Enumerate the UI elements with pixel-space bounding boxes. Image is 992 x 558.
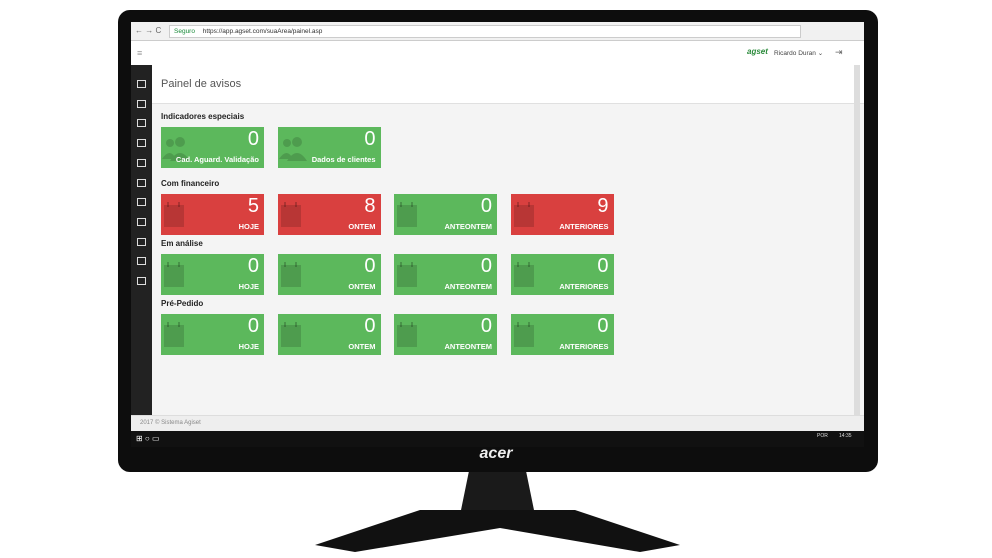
tile-count: 0	[364, 315, 376, 337]
user-menu[interactable]: Ricardo Duran ⌄	[774, 50, 824, 57]
sidebar-icon[interactable]	[137, 257, 146, 266]
tile[interactable]: 0 ONTEM	[277, 314, 381, 355]
tile[interactable]: 8 ONTEM	[277, 194, 381, 235]
tile[interactable]: 0 HOJE	[161, 314, 264, 355]
language: POR	[817, 433, 828, 439]
scrollbar[interactable]	[854, 65, 860, 415]
title-bar: Painel de avisos	[152, 65, 864, 104]
tile-label: ANTEONTEM	[444, 222, 493, 231]
tile-label: ONTEM	[348, 342, 376, 351]
brand-logo: agset	[747, 47, 768, 56]
sidebar-icon[interactable]	[137, 277, 146, 285]
tile-count: 8	[364, 195, 376, 217]
tile-icon	[280, 262, 301, 287]
tile[interactable]: 0 ANTEONTEM	[394, 314, 497, 355]
page-title: Painel de avisos	[161, 78, 242, 90]
tile[interactable]: 5 HOJE	[161, 194, 264, 235]
tile-label: ANTEONTEM	[444, 342, 493, 351]
nav-buttons[interactable]: ← → C	[135, 26, 162, 35]
tile[interactable]: 0 ANTEONTEM	[394, 194, 497, 235]
tile-count: 0	[247, 128, 259, 150]
tile-count: 5	[247, 195, 259, 217]
tile-label: ANTERIORES	[559, 282, 609, 291]
tile-count: 0	[597, 315, 609, 337]
tile[interactable]: 0 ANTEONTEM	[394, 254, 497, 295]
tile-count: 0	[247, 315, 259, 337]
tile-count: 0	[247, 255, 259, 277]
footer-text: 2017 © Sistema Agiset	[140, 420, 201, 426]
tile-icon	[397, 262, 417, 287]
tile-icon	[513, 322, 534, 347]
tile-label: HOJE	[238, 342, 259, 351]
url: https://app.agset.com/suaArea/painel.asp	[202, 28, 323, 35]
footer-bar: 2017 © Sistema Agiset	[131, 415, 864, 432]
browser-bar: ← → C Seguro https://app.agset.com/suaAr…	[131, 22, 864, 41]
tile-icon	[397, 322, 417, 347]
clock: 14:35	[839, 433, 852, 439]
tile-count: 9	[597, 195, 609, 217]
tile-count: 0	[480, 255, 492, 277]
tile[interactable]: 0 ANTERIORES	[510, 314, 614, 355]
security: Seguro	[174, 28, 195, 35]
sidebar-icon[interactable]	[137, 158, 146, 167]
tile-icon	[280, 322, 301, 347]
tile-count: 0	[480, 195, 492, 217]
tile-label: Cad. Aguard. Validação	[175, 155, 259, 164]
tile-icon	[278, 137, 307, 161]
tile-label: ANTEONTEM	[444, 282, 493, 291]
sidebar-icon[interactable]	[137, 139, 146, 148]
tile[interactable]: 0 HOJE	[161, 254, 264, 295]
sidebar-icon[interactable]	[137, 119, 146, 128]
tile-label: HOJE	[238, 222, 259, 231]
tile-icon	[513, 262, 534, 287]
tile-icon	[162, 137, 190, 161]
tile-icon	[164, 322, 184, 347]
tile-label: HOJE	[238, 282, 259, 291]
sidebar-icon[interactable]	[137, 237, 146, 246]
tile-icon	[513, 202, 534, 227]
section-title: Indicadores especiais	[161, 112, 245, 121]
logout[interactable]: ⇥	[835, 47, 843, 57]
start-button[interactable]: ⊞ ○ ▭	[136, 434, 160, 443]
tile-label: ANTERIORES	[559, 342, 609, 351]
tile-icon	[164, 202, 184, 227]
tile-label: ONTEM	[348, 222, 376, 231]
tile-count: 0	[597, 255, 609, 277]
user-name: Ricardo Duran	[774, 50, 816, 57]
menu-toggle[interactable]: ≡	[137, 48, 143, 58]
monitor-brand: acer	[479, 445, 513, 462]
sidebar-icon[interactable]	[137, 178, 146, 187]
tile-icon	[280, 202, 301, 227]
tile-icon	[397, 202, 417, 227]
section-title: Em análise	[161, 239, 203, 248]
tile[interactable]: 9 ANTERIORES	[510, 194, 614, 235]
tile-count: 0	[480, 315, 492, 337]
tile-label: ONTEM	[348, 282, 376, 291]
tile-label: Dados de clientes	[311, 155, 376, 164]
tile[interactable]: 0 ONTEM	[277, 254, 381, 295]
sidebar-icon[interactable]	[137, 99, 146, 108]
sidebar-icon[interactable]	[137, 217, 146, 226]
tile-label: ANTERIORES	[559, 222, 609, 231]
tile-count: 0	[364, 255, 376, 277]
sidebar	[131, 65, 152, 415]
taskbar: ⊞ ○ ▭ POR 14:35	[131, 431, 864, 447]
section-title: Com financeiro	[161, 179, 220, 188]
tile[interactable]: 0 Cad. Aguard. Validação	[161, 127, 264, 168]
tile-count: 0	[364, 128, 376, 150]
app-header: ≡ agset Ricardo Duran ⌄ ⇥	[131, 41, 864, 66]
sidebar-icon[interactable]	[137, 80, 146, 88]
tile-icon	[164, 262, 184, 287]
sidebar-icon[interactable]	[137, 198, 146, 207]
address-bar[interactable]: Seguro https://app.agset.com/suaArea/pai…	[169, 25, 801, 38]
tile[interactable]: 0 ANTERIORES	[510, 254, 614, 295]
tile[interactable]: 0 Dados de clientes	[277, 127, 381, 168]
section-title: Pré-Pedido	[161, 299, 204, 308]
